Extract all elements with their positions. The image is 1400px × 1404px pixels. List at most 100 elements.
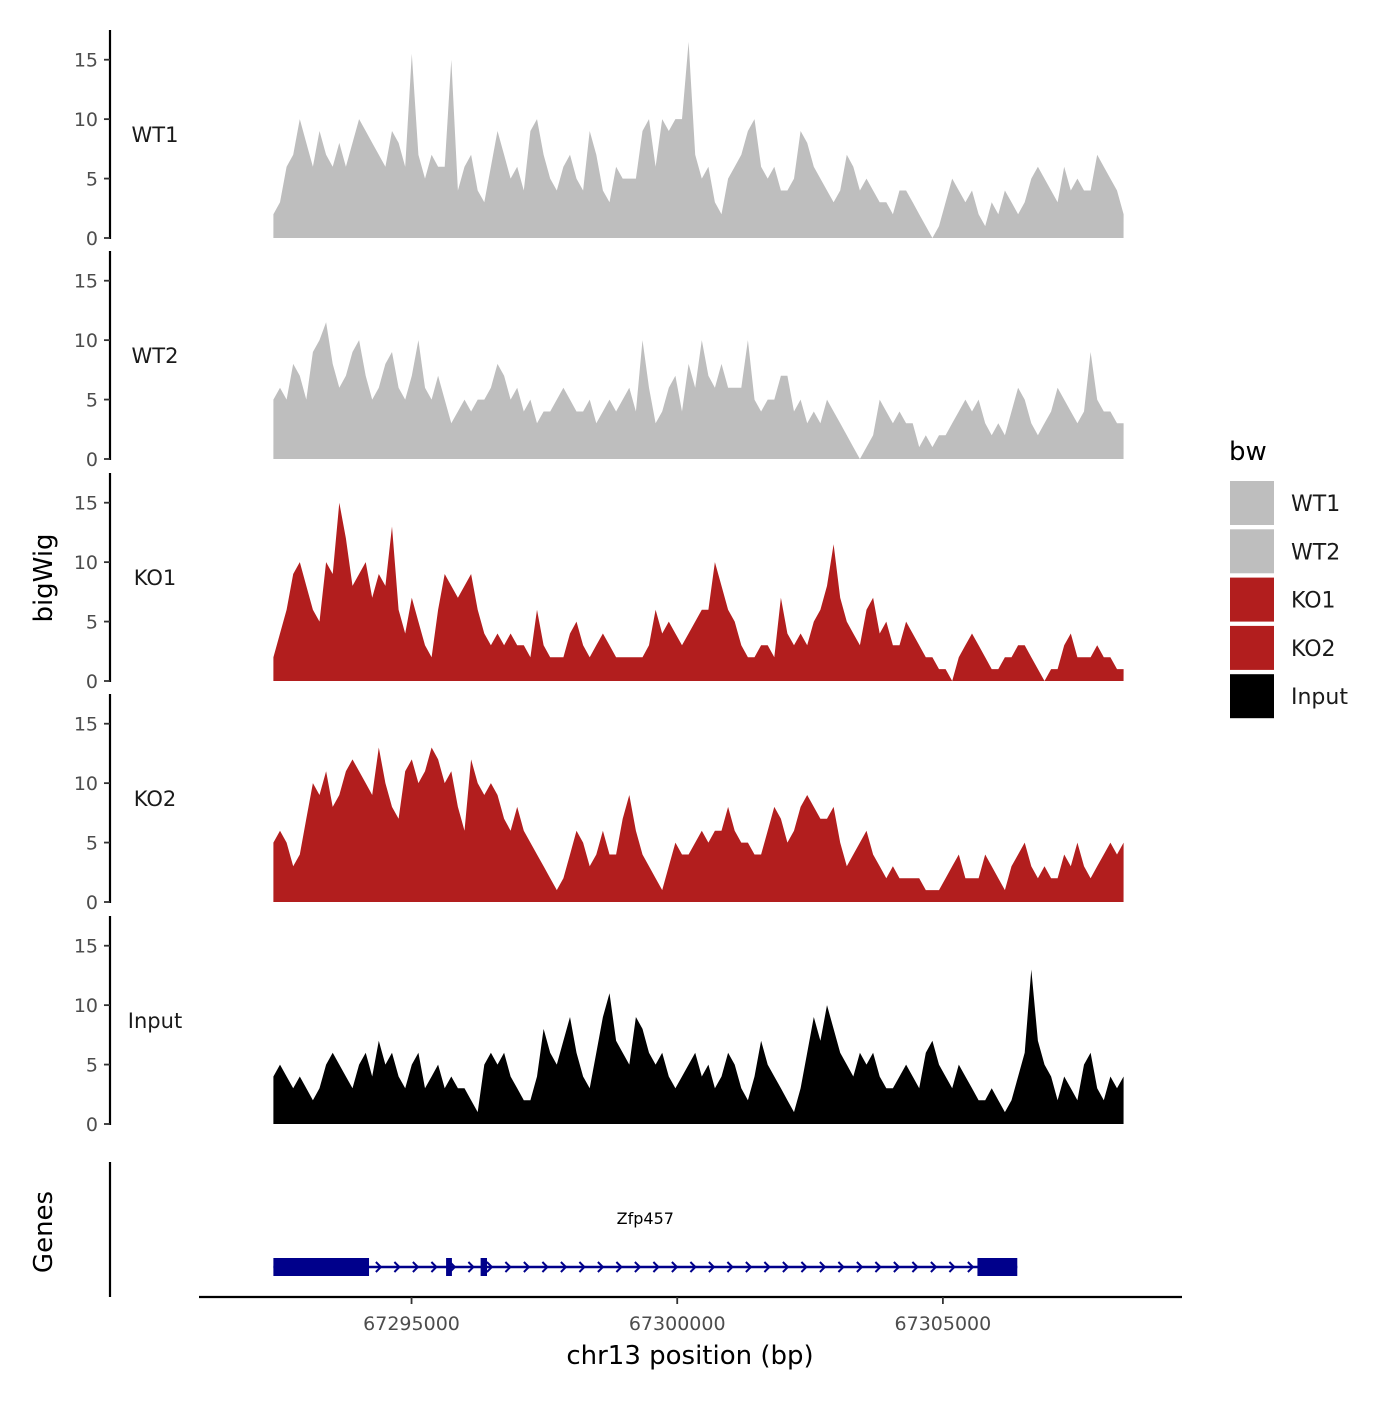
legend-entry-ko2: KO2 <box>1230 625 1336 670</box>
y-tick-label-ko2-10: 10 <box>74 773 98 795</box>
strand-arrow <box>578 1261 586 1273</box>
track-label-wt1: WT1 <box>132 123 179 147</box>
x-tick-label-67295000: 67295000 <box>363 1313 460 1335</box>
signal-area-wt2 <box>273 322 1124 459</box>
y-tick-label-input-15: 15 <box>74 936 98 958</box>
legend-entry-ko1: KO1 <box>1230 577 1336 622</box>
strand-arrow <box>412 1261 420 1273</box>
legend-entry-input: Input <box>1230 674 1348 719</box>
strand-arrow <box>967 1261 975 1273</box>
legend-swatch-ko2 <box>1230 625 1274 670</box>
track-wt2: 0 5 10 15 WT2 <box>74 251 1124 471</box>
legend-label-ko1: KO1 <box>1291 589 1336 614</box>
signal-area-ko1 <box>273 502 1124 681</box>
legend-label-wt2: WT2 <box>1291 540 1340 565</box>
y-tick-label-wt2-15: 15 <box>74 271 98 293</box>
strand-arrow <box>615 1261 623 1273</box>
strand-arrow <box>486 1261 494 1273</box>
x-tick-label-67305000: 67305000 <box>895 1313 992 1335</box>
gene-exon-4 <box>977 1258 1018 1276</box>
legend: bw WT1 WT2 KO1 KO2 Input <box>1229 437 1348 719</box>
strand-arrow <box>634 1261 642 1273</box>
track-wt1: 0 5 10 15 WT1 <box>74 30 1124 250</box>
strand-arrow <box>763 1261 771 1273</box>
y-tick-label-wt2-10: 10 <box>74 330 98 352</box>
strand-arrow <box>671 1261 679 1273</box>
strand-arrow <box>708 1261 716 1273</box>
signal-area-wt1 <box>273 41 1124 239</box>
y-tick-label-wt1-10: 10 <box>74 109 98 131</box>
y-tick-label-wt1-15: 15 <box>74 50 98 72</box>
y-axis-title: bigWig <box>29 533 59 622</box>
strand-arrow <box>375 1261 383 1273</box>
y-tick-label-ko1-5: 5 <box>86 612 98 634</box>
gene-zfp457: Zfp457 <box>273 1209 1018 1276</box>
legend-entry-wt2: WT2 <box>1230 529 1340 574</box>
strand-arrow <box>393 1261 401 1273</box>
strand-arrow <box>782 1261 790 1273</box>
gene-exon-3 <box>480 1258 487 1276</box>
y-tick-label-input-0: 0 <box>86 1114 98 1136</box>
strand-arrow <box>560 1261 568 1273</box>
y-tick-label-ko2-0: 0 <box>86 892 98 914</box>
y-tick-label-wt1-5: 5 <box>86 169 98 191</box>
legend-label-input: Input <box>1291 685 1348 710</box>
gene-exon-1 <box>273 1258 370 1276</box>
gene-name-label: Zfp457 <box>617 1209 674 1228</box>
y-tick-label-input-10: 10 <box>74 995 98 1017</box>
strand-arrow <box>597 1261 605 1273</box>
x-tick-label-67300000: 67300000 <box>629 1313 726 1335</box>
strand-arrow <box>467 1261 475 1273</box>
strand-arrow <box>523 1261 531 1273</box>
legend-swatch-ko1 <box>1230 577 1274 622</box>
signal-area-input <box>273 969 1124 1124</box>
strand-arrow <box>541 1261 549 1273</box>
signal-area-ko2 <box>273 747 1124 902</box>
strand-arrow <box>689 1261 697 1273</box>
strand-arrow <box>819 1261 827 1273</box>
legend-title: bw <box>1229 437 1267 467</box>
strand-arrow <box>856 1261 864 1273</box>
y-tick-label-ko2-5: 5 <box>86 833 98 855</box>
gene-track: Genes Zfp457 <box>29 1162 1018 1297</box>
track-input: 0 5 10 15 Input <box>74 916 1124 1136</box>
legend-label-wt1: WT1 <box>1291 492 1340 517</box>
track-ko2: 0 5 10 15 KO2 <box>74 694 1124 914</box>
y-tick-label-ko1-0: 0 <box>86 671 98 693</box>
y-tick-label-wt1-0: 0 <box>86 228 98 250</box>
legend-swatch-input <box>1230 674 1274 719</box>
strand-arrow <box>745 1261 753 1273</box>
x-axis-title: chr13 position (bp) <box>566 1341 813 1371</box>
strand-arrow <box>948 1261 956 1273</box>
strand-arrow <box>504 1261 512 1273</box>
signal-tracks: 0 5 10 15 WT1 0 5 10 15 WT2 0 5 10 15 KO1 0 5 10 15 KO2 0 5 10… <box>74 30 1124 1136</box>
strand-arrow <box>911 1261 919 1273</box>
legend-swatch-wt1 <box>1230 481 1274 525</box>
y-tick-label-ko2-15: 15 <box>74 714 98 736</box>
track-label-wt2: WT2 <box>132 344 179 368</box>
y-tick-label-input-5: 5 <box>86 1055 98 1077</box>
strand-arrow <box>930 1261 938 1273</box>
legend-entry-wt1: WT1 <box>1230 481 1340 525</box>
strand-arrow <box>430 1261 438 1273</box>
x-axis: chr13 position (bp) 67295000 67300000 6730… <box>199 1295 1182 1371</box>
strand-arrow <box>837 1261 845 1273</box>
track-label-ko1: KO1 <box>134 566 177 590</box>
track-label-ko2: KO2 <box>134 787 177 811</box>
strand-arrow <box>800 1261 808 1273</box>
legend-swatch-wt2 <box>1230 529 1274 574</box>
strand-arrow <box>652 1261 660 1273</box>
y-tick-label-ko1-10: 10 <box>74 552 98 574</box>
track-ko1: 0 5 10 15 KO1 <box>74 473 1124 693</box>
strand-arrow <box>893 1261 901 1273</box>
y-tick-label-wt2-5: 5 <box>86 390 98 412</box>
strand-arrow <box>874 1261 882 1273</box>
gene-exon-2 <box>446 1258 452 1276</box>
genes-axis-title: Genes <box>29 1191 59 1273</box>
y-tick-label-ko1-15: 15 <box>74 493 98 515</box>
strand-arrow <box>726 1261 734 1273</box>
legend-label-ko2: KO2 <box>1291 637 1336 662</box>
y-tick-label-wt2-0: 0 <box>86 449 98 471</box>
track-label-input: Input <box>128 1009 182 1033</box>
